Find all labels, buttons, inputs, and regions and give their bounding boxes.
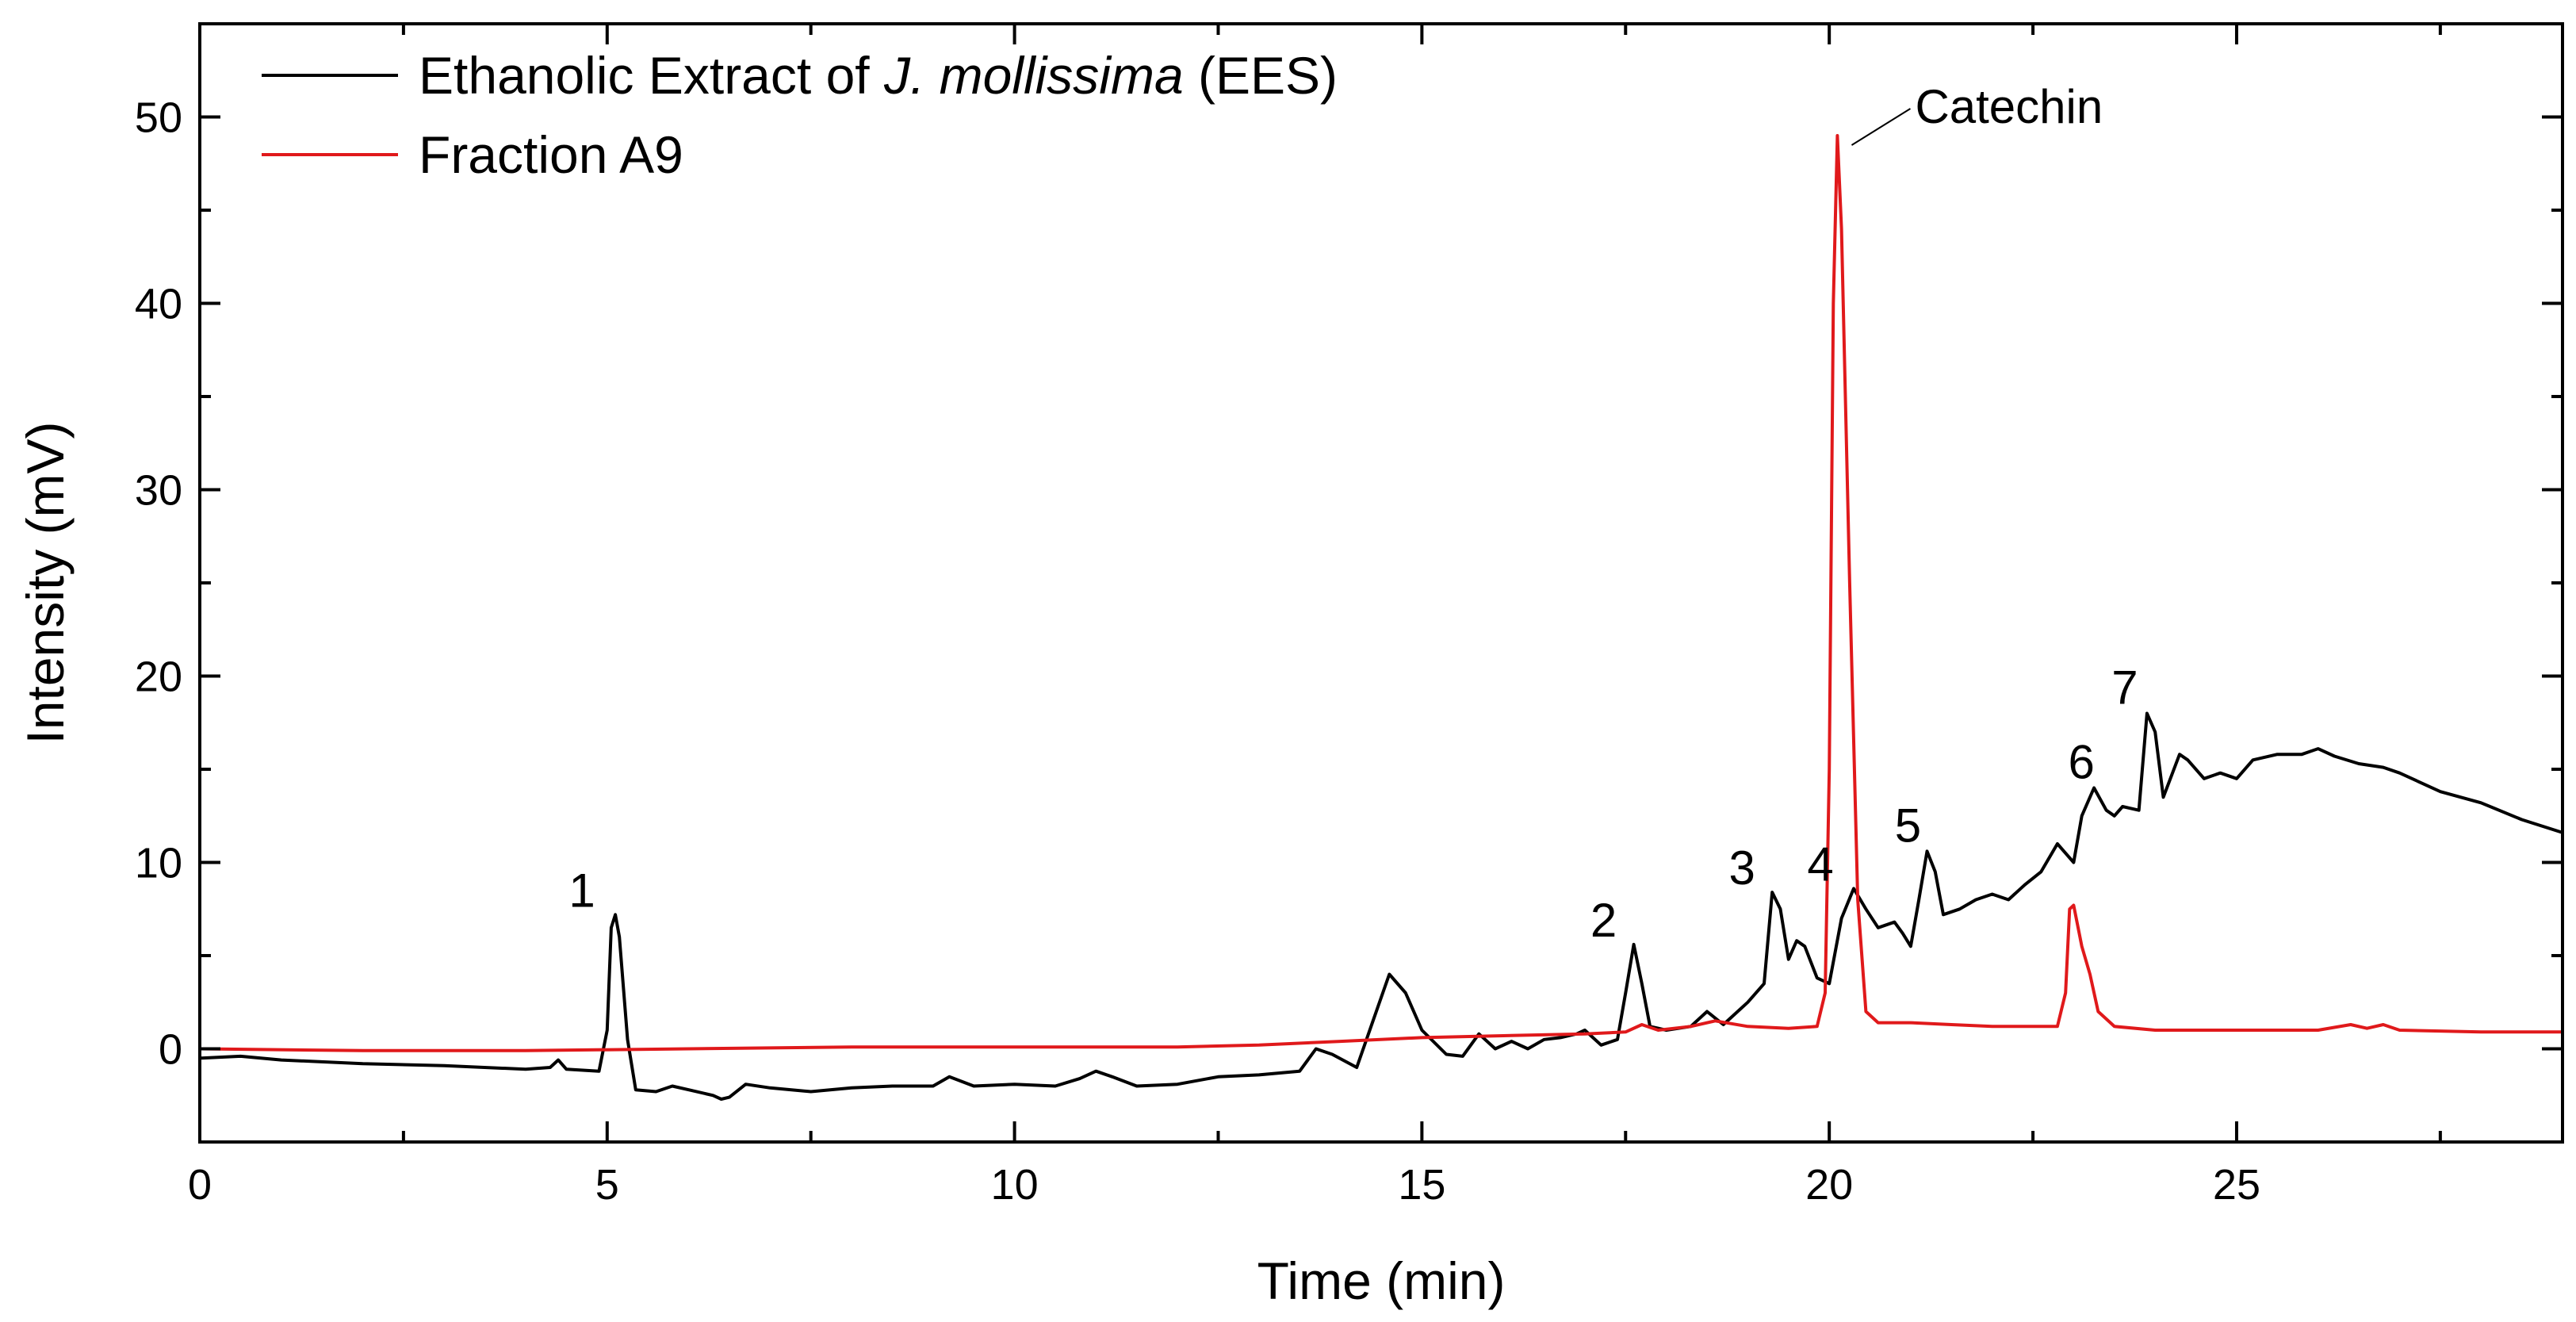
x-tick-label: 20: [1805, 1161, 1853, 1209]
y-tick-label: 50: [135, 94, 182, 142]
series-line-0: [199, 711, 2563, 1101]
y-tick-label: 20: [135, 653, 182, 701]
peak-label-6: 6: [2068, 736, 2094, 789]
series-layer: [199, 134, 2563, 1101]
peak-label-2: 2: [1590, 894, 1617, 947]
y-tick-label: 0: [159, 1026, 182, 1074]
legend-label-1: Fraction A9: [419, 125, 683, 184]
catechin-leader-line: [1851, 108, 1911, 146]
series-line-1: [199, 134, 2563, 1052]
peak-label-1: 1: [568, 864, 595, 917]
x-tick-label: 10: [991, 1161, 1039, 1209]
legend-label-part: J. mollissima: [883, 46, 1184, 105]
legend: Ethanolic Extract of J. mollissima (EES)…: [262, 46, 1338, 184]
y-tick-label: 10: [135, 840, 182, 887]
x-tick-label: 0: [188, 1161, 212, 1209]
x-tick-label: 5: [595, 1161, 619, 1209]
x-tick-label: 25: [2213, 1161, 2260, 1209]
y-tick-label: 30: [135, 467, 182, 515]
x-tick-label: 15: [1398, 1161, 1445, 1209]
peak-label-5: 5: [1895, 799, 1921, 852]
y-tick-label: 40: [135, 281, 182, 328]
legend-label-part: (EES): [1184, 46, 1338, 105]
peak-label-4: 4: [1807, 837, 1833, 891]
y-axis-title: Intensity (mV): [16, 421, 75, 744]
x-axis-title: Time (min): [1257, 1251, 1506, 1310]
legend-label-part: Fraction A9: [419, 125, 683, 184]
peak-label-7: 7: [2111, 661, 2138, 715]
legend-label-part: Ethanolic Extract of: [419, 46, 884, 105]
catechin-label: Catechin: [1915, 80, 2103, 133]
legend-label-0: Ethanolic Extract of J. mollissima (EES): [419, 46, 1338, 105]
peak-label-3: 3: [1729, 841, 1755, 895]
annotation-layer: 1 2 3 4 5 67 Catechin: [568, 80, 2138, 947]
